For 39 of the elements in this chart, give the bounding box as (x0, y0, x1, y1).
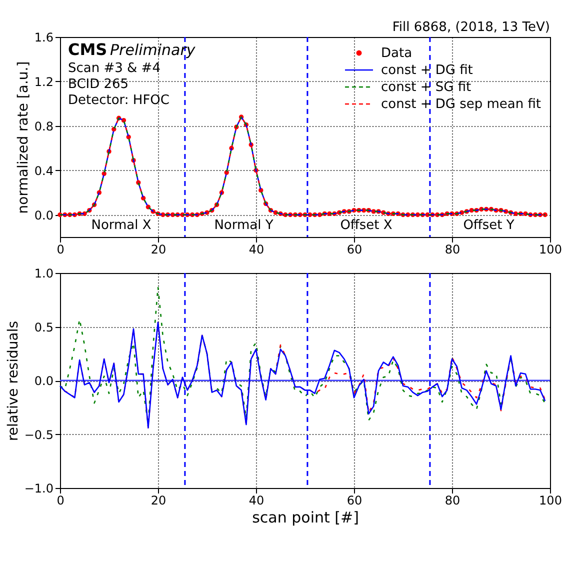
text: Fill 6868, (2018, 13 TeV) (392, 20, 550, 35)
legend-label: const + DG sep mean fit (381, 97, 542, 112)
x-axis-title: scan point [#] (252, 508, 359, 526)
annotation: Offset X (340, 218, 392, 233)
annotation: Normal Y (214, 218, 274, 233)
legend-label: const + SG fit (381, 80, 472, 95)
x-tick-label: 40 (248, 494, 264, 508)
x-tick-label: 0 (56, 242, 64, 256)
y-axis-title: relative residuals (5, 320, 22, 442)
x-tick-label: 80 (444, 242, 460, 256)
y-tick-label: 0.8 (34, 119, 54, 134)
x-tick-label: 100 (539, 242, 562, 256)
x-tick-label: 40 (248, 242, 264, 256)
y-tick-label: 0.4 (34, 164, 54, 178)
x-tick-label: 60 (346, 494, 362, 508)
annotation: Preliminary (110, 41, 196, 59)
annotation: BCID 265 (68, 77, 129, 92)
y-tick-label: −1.0 (24, 482, 54, 496)
x-tick-label: 60 (346, 242, 362, 256)
annotation: Normal X (91, 218, 152, 233)
y-tick-label: 1.6 (34, 30, 54, 44)
x-tick-label: 0 (56, 494, 64, 508)
annotation: CMS (68, 40, 108, 59)
x-tick-label: 20 (150, 242, 166, 256)
y-tick-label: 1.0 (34, 266, 54, 280)
legend-label: Data (381, 46, 412, 61)
x-tick-label: 80 (444, 494, 460, 508)
y-tick-label: 0.0 (34, 374, 54, 388)
y-tick-label: −0.5 (24, 428, 54, 442)
y-tick-label: 0.5 (34, 320, 54, 334)
x-tick-label: 20 (150, 494, 166, 508)
y-tick-label: 0.0 (34, 208, 54, 222)
annotation: Offset Y (463, 218, 514, 233)
legend-label: const + DG fit (381, 63, 473, 78)
annotation: Scan #3 & #4 (68, 61, 160, 76)
annotation: Detector: HFOC (68, 93, 170, 108)
y-tick-label: 1.2 (34, 74, 54, 89)
x-tick-label: 100 (539, 494, 562, 508)
y-axis-title: normalized rate [a.u.] (15, 61, 32, 214)
